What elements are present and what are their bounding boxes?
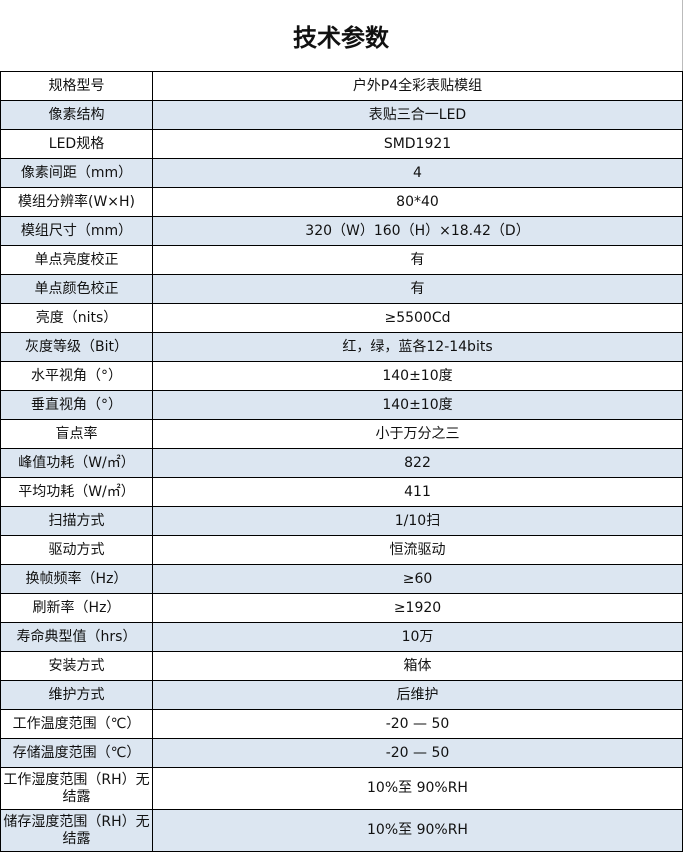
spec-label: 单点亮度校正 [0,245,153,275]
spec-value: SMD1921 [152,129,683,159]
spec-label: 盲点率 [0,419,153,449]
spec-label: 亮度（nits） [0,303,153,333]
spec-label: 工作湿度范围（RH）无结露 [0,767,153,810]
table-row: 灰度等级（Bit） 红，绿，蓝各12-14bits [0,332,683,362]
spec-value: ≥5500Cd [152,303,683,333]
table-row: 像素间距（mm） 4 [0,158,683,188]
table-row: 像素结构 表贴三合一LED [0,100,683,130]
spec-value: 红，绿，蓝各12-14bits [152,332,683,362]
spec-value: 4 [152,158,683,188]
spec-label: 垂直视角（°） [0,390,153,420]
spec-value: 10%至 90%RH [152,767,683,810]
table-row: 垂直视角（°） 140±10度 [0,390,683,420]
spec-label: 单点颜色校正 [0,274,153,304]
table-row: 存储温度范围（℃） -20 — 50 [0,738,683,768]
table-row: 平均功耗（W/㎡） 411 [0,477,683,507]
spec-label: 像素结构 [0,100,153,130]
table-row: 规格型号 户外P4全彩表贴模组 [0,71,683,101]
table-row: 工作湿度范围（RH）无结露 10%至 90%RH [0,767,683,810]
spec-label: 规格型号 [0,71,153,101]
spec-value: ≥60 [152,564,683,594]
table-row: 工作温度范围（℃） -20 — 50 [0,709,683,739]
spec-label: 像素间距（mm） [0,158,153,188]
spec-value: 80*40 [152,187,683,217]
spec-value: 411 [152,477,683,507]
table-row: 扫描方式 1/10扫 [0,506,683,536]
spec-label: 寿命典型值（hrs） [0,622,153,652]
spec-label: 换帧频率（Hz） [0,564,153,594]
spec-value: 箱体 [152,651,683,681]
spec-label: 模组分辨率(W×H) [0,187,153,217]
spec-value: 140±10度 [152,390,683,420]
table-row: 安装方式 箱体 [0,651,683,681]
table-row: 水平视角（°） 140±10度 [0,361,683,391]
page-title: 技术参数 [0,0,683,71]
spec-value: 10%至 90%RH [152,809,683,852]
spec-value: 822 [152,448,683,478]
spec-label: 维护方式 [0,680,153,710]
spec-label: 灰度等级（Bit） [0,332,153,362]
table-row: 刷新率（Hz） ≥1920 [0,593,683,623]
spec-label: 刷新率（Hz） [0,593,153,623]
spec-label: 安装方式 [0,651,153,681]
table-row: 驱动方式 恒流驱动 [0,535,683,565]
spec-label: 模组尺寸（mm） [0,216,153,246]
spec-value: 后维护 [152,680,683,710]
table-row: 亮度（nits） ≥5500Cd [0,303,683,333]
table-row: 单点亮度校正有 [0,245,683,275]
spec-label: 工作温度范围（℃） [0,709,153,739]
spec-value: 320（W）160（H）×18.42（D） [152,216,683,246]
spec-value: -20 — 50 [152,709,683,739]
spec-value: 有 [152,274,683,304]
spec-value: 表贴三合一LED [152,100,683,130]
spec-value: 户外P4全彩表贴模组 [152,71,683,101]
table-row: LED规格 SMD1921 [0,129,683,159]
table-row: 模组分辨率(W×H) 80*40 [0,187,683,217]
spec-value: ≥1920 [152,593,683,623]
spec-value: 1/10扫 [152,506,683,536]
spec-label: 储存湿度范围（RH）无结露 [0,809,153,852]
spec-label: 水平视角（°） [0,361,153,391]
spec-table: 规格型号 户外P4全彩表贴模组 像素结构 表贴三合一LED LED规格 SMD1921 像素… [0,71,683,852]
spec-value: 140±10度 [152,361,683,391]
spec-value: 小于万分之三 [152,419,683,449]
table-row: 模组尺寸（mm） 320（W）160（H）×18.42（D） [0,216,683,246]
spec-value: 10万 [152,622,683,652]
spec-label: 平均功耗（W/㎡） [0,477,153,507]
spec-label: 驱动方式 [0,535,153,565]
spec-label: 存储温度范围（℃） [0,738,153,768]
spec-label: LED规格 [0,129,153,159]
spec-label: 扫描方式 [0,506,153,536]
table-row: 维护方式 后维护 [0,680,683,710]
spec-label: 峰值功耗（W/㎡） [0,448,153,478]
table-row: 换帧频率（Hz） ≥60 [0,564,683,594]
spec-value: 恒流驱动 [152,535,683,565]
table-row: 单点颜色校正有 [0,274,683,304]
table-row: 储存湿度范围（RH）无结露 10%至 90%RH [0,809,683,852]
table-row: 寿命典型值（hrs） 10万 [0,622,683,652]
table-row: 盲点率 小于万分之三 [0,419,683,449]
spec-value: 有 [152,245,683,275]
table-row: 峰值功耗（W/㎡） 822 [0,448,683,478]
spec-value: -20 — 50 [152,738,683,768]
